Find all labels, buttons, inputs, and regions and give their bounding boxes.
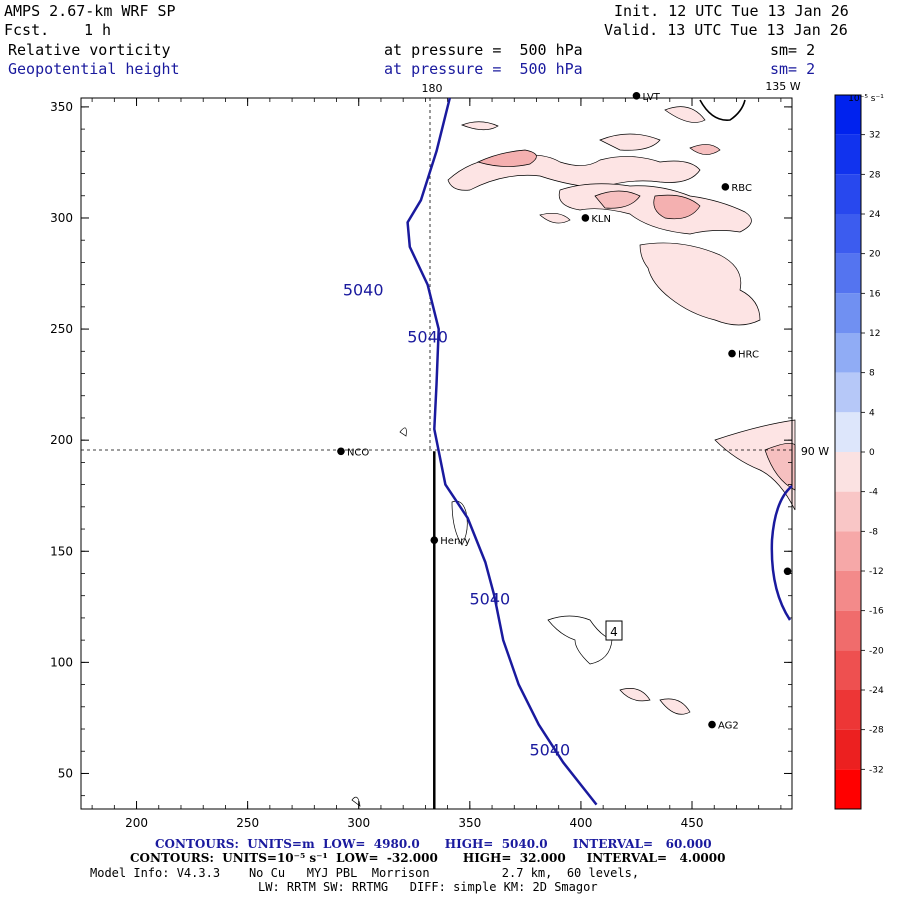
station-label: AG2 — [718, 721, 739, 732]
sector-label: 4 — [610, 625, 618, 639]
x-tick-label: 400 — [569, 816, 592, 830]
y-tick-label: 350 — [50, 100, 73, 114]
colorbar-bin — [835, 214, 861, 254]
contour-label-5040: 5040 — [529, 741, 570, 760]
stations-layer: LVT RBC KLN HRC NCO Henry AG2 — [337, 91, 792, 732]
colorbar-label: 32 — [869, 131, 880, 141]
colorbar-bin — [835, 610, 861, 651]
colorbar-bin — [835, 333, 861, 373]
footer-height-contours: CONTOURS: UNITS=m LOW= 4980.0 HIGH= 5040… — [155, 837, 712, 851]
colorbar-label: -20 — [869, 646, 884, 656]
contour-label-5040: 5040 — [469, 590, 510, 609]
pressure-level-2: at pressure = 500 hPa — [384, 60, 583, 78]
colorbar-bin — [835, 531, 861, 571]
sector-box — [605, 620, 623, 641]
upper-right-contour — [699, 99, 746, 121]
y-tick-label: 150 — [50, 544, 73, 558]
x-tick-label: 250 — [236, 816, 259, 830]
colorbar-label: 20 — [869, 250, 881, 260]
y-tick-label: 250 — [50, 322, 73, 336]
right-height-contour — [770, 485, 793, 621]
station-label: KLN — [591, 214, 611, 225]
station-marker — [337, 447, 345, 456]
x-tick-label: 450 — [681, 816, 704, 830]
colorbar-label: 24 — [869, 210, 881, 220]
colorbar-bin — [835, 729, 861, 770]
pressure-level-1: at pressure = 500 hPa — [384, 41, 583, 59]
footer-model-info: Model Info: V4.3.3 No Cu MYJ PBL Morriso… — [90, 866, 640, 880]
colorbar-bin — [835, 412, 861, 452]
contour-label-5040: 5040 — [407, 327, 448, 346]
station-marker — [708, 720, 716, 729]
forecast-value: 1 h — [84, 21, 112, 39]
x-tick-label: 200 — [125, 816, 148, 830]
colorbar-label: 8 — [869, 369, 875, 379]
colorbar-label: 0 — [869, 448, 875, 458]
lon-135w-label: 135 W — [765, 80, 800, 93]
colorbar-label: 4 — [869, 408, 875, 418]
colorbar-bin — [835, 293, 861, 333]
field-geopotential: Geopotential height — [8, 60, 180, 78]
y-tick-label: 100 — [50, 655, 73, 669]
colorbar-bin — [835, 372, 861, 413]
station-marker — [728, 349, 736, 358]
colorbar-bin — [835, 690, 861, 730]
colorbar-bin — [835, 253, 861, 294]
colorbar-label: -4 — [869, 488, 878, 498]
lon-90w-label: 90 W — [801, 445, 829, 458]
station-marker — [430, 536, 439, 544]
station-marker — [721, 183, 730, 191]
x-tick-label: 350 — [458, 816, 481, 830]
valid-time: Valid. 13 UTC Tue 13 Jan 26 — [604, 21, 848, 39]
vorticity-field — [351, 106, 796, 807]
colorbar-unit: 10⁻⁵ s⁻¹ — [848, 94, 884, 104]
station-label: RBC — [731, 183, 752, 194]
station-label: NCO — [347, 447, 369, 458]
lon-180-label: 180 — [422, 82, 443, 95]
colorbar-label: -32 — [869, 765, 884, 775]
init-time: Init. 12 UTC Tue 13 Jan 26 — [614, 2, 849, 20]
colorbar-label: 28 — [869, 170, 881, 180]
colorbar-label: -8 — [869, 527, 878, 537]
plot-frame — [80, 97, 793, 810]
x-tick-label: 300 — [347, 816, 370, 830]
colorbar: 32 28 24 20 16 12 8 4 0 -4 -8 -12 -16 -20 -24 -28 -32 — [834, 94, 884, 810]
smoothing-2: sm= 2 — [770, 60, 816, 78]
field-vorticity: Relative vorticity — [8, 41, 171, 59]
colorbar-label: -24 — [869, 686, 884, 696]
colorbar-bin — [835, 571, 861, 611]
forecast-label: Fcst. — [4, 21, 50, 39]
model-title: AMPS 2.67-km WRF SP — [4, 2, 176, 20]
station-marker — [632, 91, 641, 100]
y-tick-label: 200 — [50, 433, 73, 447]
station-label: Henry — [440, 536, 470, 547]
station-label: LVT — [642, 92, 660, 103]
colorbar-bin — [835, 650, 861, 690]
height-contour-5040 — [406, 97, 598, 806]
station-marker — [783, 567, 792, 576]
colorbar-label: -28 — [869, 726, 884, 736]
axes: 200 250 300 350 400 450 50 100 150 200 250 300 350 — [50, 98, 792, 830]
colorbar-label: 16 — [869, 289, 881, 299]
station-label: HRC — [738, 350, 759, 361]
colorbar-bin — [835, 452, 861, 492]
station-marker — [581, 214, 590, 222]
footer-model-info-2: LW: RRTM SW: RRTMG DIFF: simple KM: 2D S… — [258, 880, 598, 894]
colorbar-bin — [835, 134, 861, 175]
y-tick-label: 300 — [50, 211, 73, 225]
footer-vorticity-contours: CONTOURS: UNITS=10⁻⁵ s⁻¹ LOW= -32.000 HI… — [130, 851, 726, 865]
y-tick-label: 50 — [58, 766, 73, 780]
height-contour-series: 5040 5040 5040 5040 — [343, 97, 598, 809]
colorbar-label: -12 — [869, 567, 884, 577]
smoothing-1: sm= 2 — [770, 41, 816, 59]
colorbar-label: 12 — [869, 329, 880, 339]
colorbar-label: -16 — [869, 607, 884, 617]
colorbar-bin — [835, 95, 861, 135]
contour-label-5040: 5040 — [343, 281, 384, 300]
colorbar-bin — [835, 769, 861, 809]
colorbar-bin — [835, 491, 861, 532]
colorbar-bin — [835, 174, 861, 214]
